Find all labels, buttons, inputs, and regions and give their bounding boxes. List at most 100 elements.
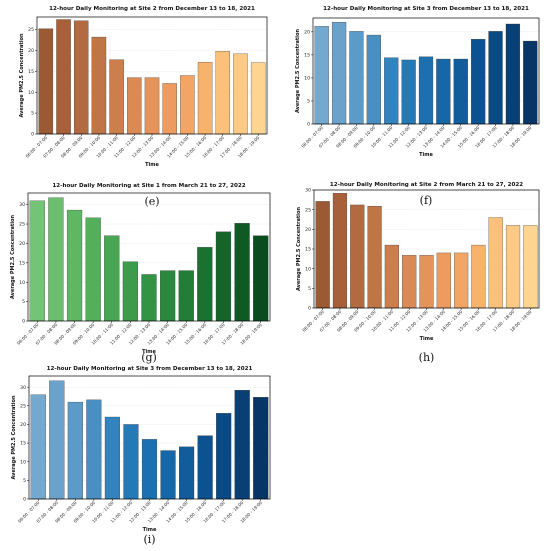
chart-title: 12-hour Daily Monitoring at Site 1 from … — [52, 183, 245, 189]
bar-8 — [160, 270, 176, 322]
x-axis-label: Time — [419, 152, 433, 158]
bar-5 — [109, 59, 124, 135]
bar-2 — [56, 19, 71, 135]
chart-panel-2: 12-hour Daily Monitoring at Site 3 from … — [295, 6, 540, 207]
y-tick-label: 10 — [19, 280, 25, 286]
y-tick-label: 30 — [19, 202, 25, 208]
chart-title: 12-hour Daily Monitoring at Site 3 from … — [47, 366, 253, 372]
bar-10 — [471, 244, 486, 309]
bar-1 — [315, 201, 330, 309]
y-tick-label: 0 — [22, 319, 25, 325]
bar-7 — [419, 255, 434, 309]
panel-label: (f) — [420, 194, 433, 207]
y-axis-label: Average PM2.5 Concentration — [295, 29, 301, 113]
panel-label: (h) — [419, 351, 435, 364]
bar-13 — [523, 40, 538, 125]
plot-frame — [36, 16, 268, 135]
bar-11 — [488, 31, 503, 125]
y-tick-label: 20 — [28, 48, 34, 54]
chart-panel-1: 12-hour Daily Monitoring at Site 2 from … — [19, 6, 268, 208]
bar-1 — [38, 28, 54, 135]
bar-9 — [180, 75, 195, 135]
y-tick-label: 15 — [20, 441, 26, 447]
bar-10 — [197, 247, 213, 322]
bar-7 — [418, 56, 434, 125]
bar-7 — [144, 77, 160, 135]
chart-panel-3: 12-hour Daily Monitoring at Site 1 from … — [10, 183, 271, 364]
bar-11 — [215, 51, 230, 135]
y-tick-label: 5 — [308, 286, 311, 292]
y-axis-label: Average PM2.5 Concentration — [19, 33, 25, 117]
bar-5 — [104, 235, 120, 322]
bar-12 — [505, 225, 521, 309]
y-tick-label: 0 — [308, 306, 311, 312]
bar-5 — [384, 244, 399, 309]
bar-4 — [86, 399, 102, 500]
bar-13 — [253, 397, 269, 500]
bar-4 — [91, 36, 107, 135]
x-axis-label: Time — [145, 162, 159, 168]
y-tick-label: 20 — [304, 29, 310, 35]
bar-4 — [366, 34, 381, 125]
bar-10 — [197, 61, 213, 135]
bar-2 — [332, 192, 348, 309]
bar-7 — [141, 274, 157, 322]
bar-9 — [454, 252, 469, 309]
plot-frame — [27, 192, 271, 322]
bar-5 — [384, 57, 399, 125]
y-tick-label: 15 — [28, 69, 34, 75]
y-tick-label: 20 — [305, 227, 311, 233]
bar-3 — [349, 31, 364, 125]
plot-frame — [312, 17, 540, 125]
bar-2 — [48, 197, 64, 322]
panel-label: (i) — [143, 533, 155, 546]
bar-2 — [331, 21, 347, 125]
y-tick-label: 5 — [307, 99, 310, 105]
bar-4 — [85, 217, 101, 322]
y-tick-label: 0 — [307, 122, 310, 128]
bar-9 — [179, 446, 195, 500]
bar-11 — [488, 217, 503, 309]
bar-1 — [30, 394, 46, 500]
y-tick-label: 10 — [20, 459, 26, 465]
bar-12 — [505, 23, 521, 125]
y-tick-label: 15 — [304, 52, 310, 58]
bar-9 — [453, 58, 468, 125]
bar-13 — [250, 62, 266, 135]
bar-8 — [436, 58, 451, 125]
y-tick-label: 25 — [19, 222, 25, 228]
bar-9 — [178, 270, 194, 322]
y-tick-label: 15 — [19, 260, 25, 266]
bar-5 — [104, 416, 120, 500]
y-tick-label: 5 — [31, 111, 34, 117]
y-tick-label: 10 — [305, 266, 311, 272]
y-tick-label: 30 — [20, 385, 26, 391]
bar-4 — [367, 205, 382, 309]
bar-12 — [233, 53, 248, 135]
y-tick-label: 5 — [23, 478, 26, 484]
chart-title: 12-hour Daily Monitoring at Site 2 from … — [49, 6, 255, 12]
y-tick-label: 10 — [28, 90, 34, 96]
bar-11 — [215, 231, 232, 322]
bar-6 — [402, 255, 417, 309]
bar-3 — [67, 401, 83, 500]
y-axis-label: Average PM2.5 Concentration — [296, 207, 302, 291]
bar-3 — [350, 204, 365, 309]
panel-label: (e) — [144, 195, 159, 208]
panel-label: (g) — [141, 351, 157, 364]
y-axis-label: Average PM2.5 Concentration — [11, 395, 17, 479]
y-tick-label: 10 — [304, 76, 310, 82]
bar-11 — [216, 413, 232, 500]
y-axis-label: Average PM2.5 Concentration — [10, 215, 16, 299]
chart-panel-5: 12-hour Daily Monitoring at Site 3 from … — [11, 366, 271, 546]
bar-10 — [471, 39, 486, 125]
bar-6 — [123, 424, 139, 500]
bar-3 — [66, 209, 83, 322]
x-axis-label: Time — [142, 349, 156, 355]
bar-6 — [127, 77, 142, 135]
bar-8 — [436, 252, 451, 309]
chart-panel-4: 12-hour Daily Monitoring at Site 2 from … — [296, 182, 540, 364]
y-tick-label: 25 — [20, 403, 26, 409]
y-tick-label: 30 — [305, 188, 311, 194]
